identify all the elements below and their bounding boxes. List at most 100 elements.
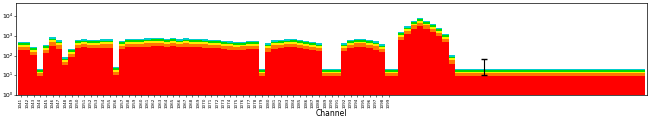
Bar [404,26,411,27]
Bar [81,42,88,44]
Bar [246,42,252,44]
Bar [170,41,176,43]
Bar [487,69,493,70]
Bar [335,69,341,70]
Bar [430,25,436,27]
Bar [462,72,468,73]
Bar [265,52,271,95]
Bar [43,46,49,48]
Bar [379,47,385,49]
Bar [367,41,372,43]
Bar [525,72,531,73]
Bar [291,44,296,47]
Bar [151,43,157,46]
Bar [639,70,645,72]
Bar [284,44,291,47]
Bar [202,44,208,48]
Bar [170,39,176,41]
Bar [157,41,164,43]
Bar [62,65,68,95]
Bar [443,37,448,39]
Bar [411,29,417,95]
Bar [164,40,170,42]
Bar [62,57,68,59]
Bar [202,39,208,41]
Bar [208,43,214,45]
Bar [189,42,195,44]
Bar [227,44,233,46]
Bar [151,38,157,39]
Bar [271,49,278,95]
Bar [443,35,448,37]
Bar [220,42,227,44]
Bar [474,76,480,95]
Bar [639,72,645,73]
Bar [328,70,335,72]
Bar [411,24,417,25]
Bar [240,43,246,45]
Bar [195,44,202,47]
Bar [538,69,544,70]
Bar [37,72,43,73]
Bar [531,69,538,70]
Bar [385,73,392,76]
Bar [404,34,411,95]
Bar [372,43,379,44]
Bar [303,49,309,95]
Bar [462,70,468,72]
Bar [360,39,367,40]
Bar [31,55,37,95]
Bar [138,40,144,42]
Bar [595,69,601,70]
Bar [278,41,284,43]
Bar [309,50,316,95]
Bar [24,50,31,95]
Bar [31,48,37,50]
Bar [607,73,614,76]
Bar [423,20,430,22]
Bar [360,43,367,47]
Bar [404,31,411,34]
Bar [588,69,595,70]
Bar [512,73,519,76]
Bar [627,72,632,73]
Bar [525,73,531,76]
Bar [195,40,202,42]
Bar [18,42,24,43]
Bar [474,72,480,73]
Bar [284,39,291,41]
Bar [220,49,227,95]
Bar [519,72,525,73]
Bar [354,39,360,40]
Bar [544,69,551,70]
Bar [291,40,296,42]
Bar [354,43,360,47]
Bar [487,72,493,73]
Bar [68,57,75,95]
Bar [379,46,385,47]
Bar [214,45,220,48]
Bar [107,42,113,44]
Bar [233,47,240,50]
Bar [480,72,487,73]
Bar [632,70,639,72]
Bar [296,40,303,41]
Bar [582,73,588,76]
Bar [291,42,296,44]
Bar [632,72,639,73]
Bar [144,38,151,40]
Bar [398,33,404,35]
Bar [576,76,582,95]
Bar [538,73,544,76]
Bar [480,69,487,70]
Bar [462,76,468,95]
Bar [240,45,246,46]
Bar [278,45,284,48]
Bar [582,76,588,95]
Bar [107,41,113,42]
Bar [170,46,176,95]
Bar [347,48,354,95]
Bar [125,42,132,44]
Bar [31,47,37,48]
Bar [18,50,24,95]
